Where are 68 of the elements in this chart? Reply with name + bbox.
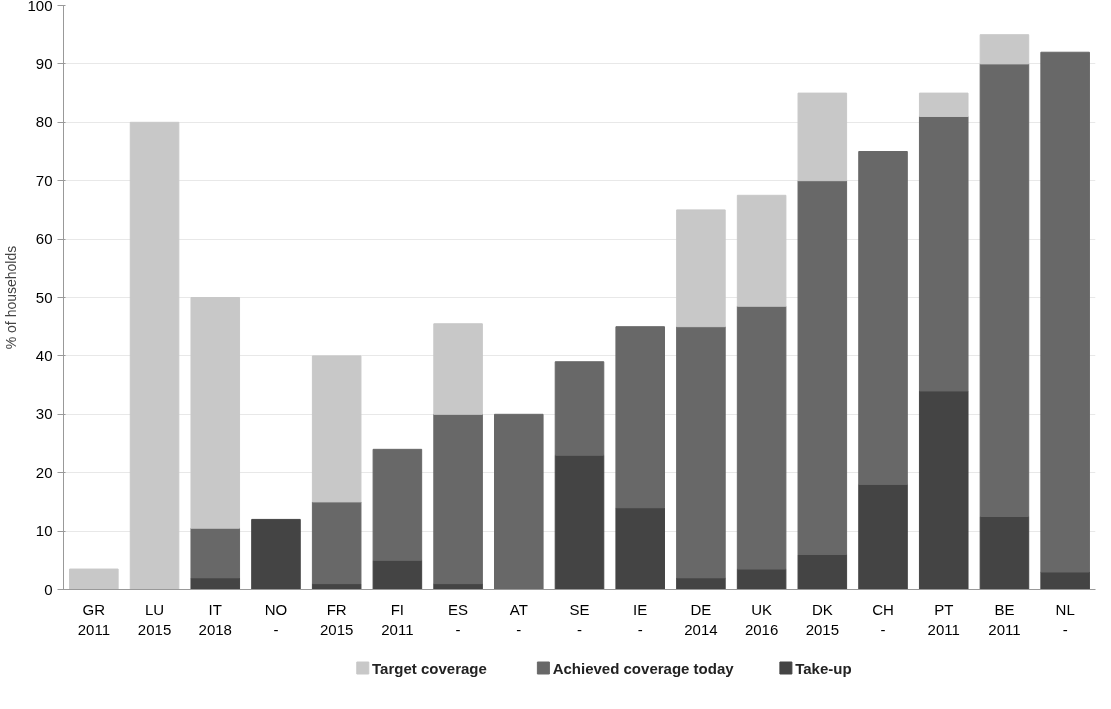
y-axis-title: % of households: [3, 245, 20, 350]
y-tick-label: 30: [35, 405, 53, 423]
bar: [372, 448, 423, 561]
bar: [190, 577, 241, 590]
bar: [615, 507, 665, 590]
bar: [615, 326, 665, 509]
x-tick-label: NL -: [1055, 600, 1075, 638]
bar: [797, 180, 848, 555]
bar: [69, 568, 119, 590]
bar: [190, 297, 241, 529]
x-tick-label: ES -: [448, 600, 469, 638]
bar: [979, 34, 1030, 65]
x-tick-label: DK 2015: [805, 600, 840, 638]
bar: [858, 151, 908, 485]
y-tick-label: 20: [35, 463, 53, 481]
x-tick-label: PT 2011: [927, 600, 960, 638]
x-tick-label: NO -: [264, 600, 288, 638]
y-tick-label: 80: [35, 113, 53, 131]
bar: [433, 413, 483, 585]
bar: [918, 115, 969, 392]
x-tick-label: IT 2018: [198, 600, 232, 638]
bar: [554, 361, 605, 456]
bar: [554, 454, 605, 590]
bar: [311, 501, 362, 585]
y-tick-label: 50: [35, 288, 53, 306]
x-tick-label: LU 2015: [137, 600, 172, 638]
y-tick-label: 100: [27, 0, 53, 14]
bar: [858, 483, 908, 590]
y-tick-label: 40: [35, 346, 53, 364]
y-tick-label: 0: [44, 580, 53, 598]
y-tick-label: 90: [35, 54, 53, 72]
bar: [311, 355, 362, 503]
legend-label: Take-up: [795, 659, 852, 677]
bar: [129, 121, 180, 590]
x-tick-label: SE -: [569, 600, 590, 638]
bar: [797, 92, 848, 182]
x-tick-label: GR 2011: [77, 600, 110, 638]
bar: [736, 194, 787, 307]
x-tick-label: BE 2011: [988, 600, 1021, 638]
x-tick-label: DE 2014: [684, 600, 718, 638]
bar: [979, 63, 1030, 517]
x-tick-label: FI 2011: [381, 600, 414, 638]
bar: [433, 323, 483, 415]
y-tick-label: 60: [35, 230, 53, 248]
x-tick-label: IE -: [633, 600, 648, 638]
y-tick-label: 10: [35, 522, 53, 540]
bar: [676, 577, 726, 590]
bar: [736, 568, 787, 590]
bar: [1040, 51, 1090, 573]
bar: [797, 553, 848, 590]
bar: [494, 413, 544, 590]
bar: [372, 559, 423, 590]
legend-label: Achieved coverage today: [552, 659, 735, 677]
bar: [676, 326, 726, 579]
x-tick-label: UK 2016: [744, 600, 779, 638]
x-tick-label: FR 2015: [319, 600, 354, 638]
y-tick-label: 70: [35, 171, 53, 189]
bar: [918, 92, 969, 117]
x-tick-label: AT -: [509, 600, 528, 638]
x-tick-label: CH -: [872, 600, 894, 638]
bar: [1040, 571, 1090, 590]
bar: [676, 209, 726, 328]
bar: [190, 527, 241, 579]
bar: [251, 518, 301, 590]
bar: [918, 390, 969, 590]
bar: [979, 516, 1030, 590]
legend-label: Target coverage: [372, 659, 487, 677]
bar: [736, 305, 787, 570]
